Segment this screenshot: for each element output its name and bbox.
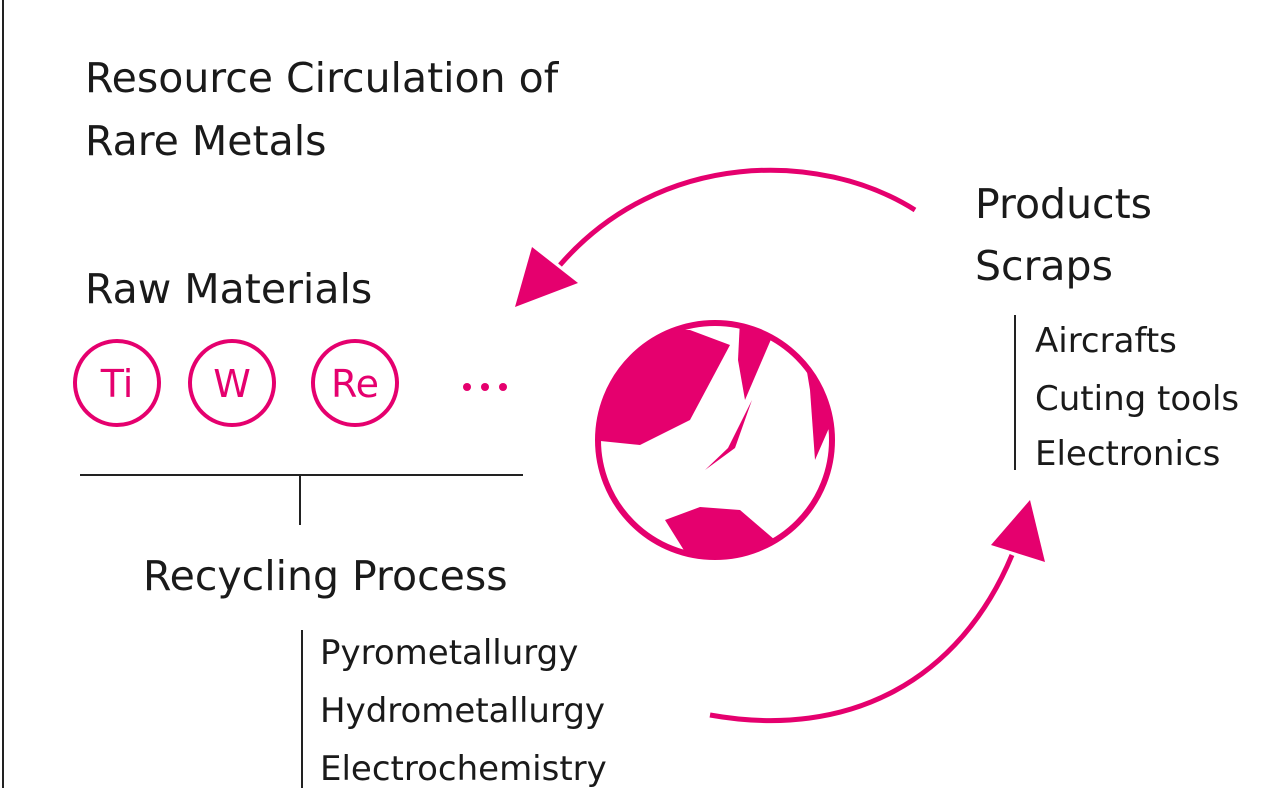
element-circles <box>73 339 399 427</box>
title-line: Rare Metals <box>85 117 326 165</box>
products-label: Scraps <box>975 242 1113 290</box>
arrowhead <box>991 500 1045 562</box>
method: Hydrometallurgy <box>320 691 605 731</box>
element: Re <box>331 362 379 406</box>
arrowhead <box>515 247 578 307</box>
element-circle <box>73 339 161 427</box>
title-line: Resource Circulation of <box>85 54 560 102</box>
raw-materials-label: Raw Materials <box>85 265 372 313</box>
element-circle <box>188 339 276 427</box>
ellipsis <box>463 383 507 391</box>
product-item: Cuting tools <box>1035 379 1239 419</box>
cycle-arrows <box>515 167 1045 724</box>
method: Electrochemistry <box>320 749 607 788</box>
element: W <box>213 362 251 406</box>
recycling-label: Recycling Process <box>143 552 508 600</box>
product-item: Aircrafts <box>1035 321 1177 361</box>
arrow <box>558 167 917 267</box>
product-item: Electronics <box>1035 434 1220 474</box>
method: Pyrometallurgy <box>320 633 578 673</box>
arrow <box>709 554 1015 724</box>
products-label: Products <box>975 180 1152 228</box>
element-circle <box>311 339 399 427</box>
element: Ti <box>100 362 134 406</box>
sphere <box>595 320 835 560</box>
